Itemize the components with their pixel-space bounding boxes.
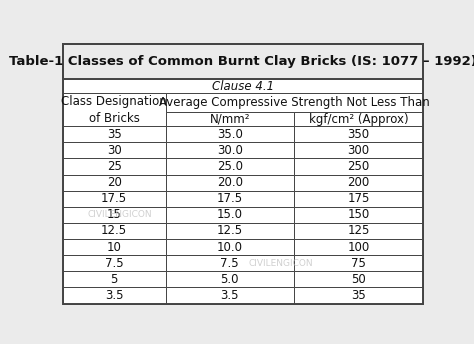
Text: N/mm²: N/mm² xyxy=(210,113,250,126)
Text: 17.5: 17.5 xyxy=(101,192,128,205)
Bar xyxy=(63,223,165,239)
Text: CIVILENGICON: CIVILENGICON xyxy=(249,259,313,268)
Text: 150: 150 xyxy=(347,208,370,221)
Bar xyxy=(165,287,294,303)
Text: 12.5: 12.5 xyxy=(217,224,243,237)
Bar xyxy=(294,158,423,174)
Bar xyxy=(294,142,423,158)
Text: 3.5: 3.5 xyxy=(105,289,123,302)
Text: 10: 10 xyxy=(107,240,122,254)
Bar xyxy=(63,142,165,158)
Text: 5.0: 5.0 xyxy=(220,273,239,286)
Text: kgf/cm² (Approx): kgf/cm² (Approx) xyxy=(309,113,408,126)
Bar xyxy=(294,207,423,223)
Text: 250: 250 xyxy=(347,160,370,173)
Text: 50: 50 xyxy=(351,273,366,286)
Bar xyxy=(63,287,165,303)
Text: 100: 100 xyxy=(347,240,370,254)
Text: 75: 75 xyxy=(351,257,366,270)
Bar xyxy=(63,158,165,174)
Bar xyxy=(294,271,423,287)
Bar xyxy=(294,112,423,126)
Bar xyxy=(165,142,294,158)
Text: 25: 25 xyxy=(107,160,122,173)
Text: 15.0: 15.0 xyxy=(217,208,243,221)
Text: 35: 35 xyxy=(107,128,122,141)
Bar xyxy=(63,191,165,207)
Text: 35.0: 35.0 xyxy=(217,128,243,141)
Bar xyxy=(165,223,294,239)
Text: 20.0: 20.0 xyxy=(217,176,243,189)
Bar xyxy=(165,112,294,126)
Text: 350: 350 xyxy=(347,128,370,141)
Bar xyxy=(165,174,294,191)
Text: Class Designation
of Bricks: Class Designation of Bricks xyxy=(61,95,167,125)
Text: 25.0: 25.0 xyxy=(217,160,243,173)
Bar xyxy=(294,255,423,271)
Bar xyxy=(63,126,165,142)
Text: Clause 4.1: Clause 4.1 xyxy=(212,80,274,93)
Bar xyxy=(63,271,165,287)
Bar xyxy=(294,126,423,142)
Bar xyxy=(165,271,294,287)
Text: 5: 5 xyxy=(110,273,118,286)
Text: 30: 30 xyxy=(107,144,122,157)
Bar xyxy=(294,239,423,255)
Bar xyxy=(165,239,294,255)
Text: 175: 175 xyxy=(347,192,370,205)
Bar xyxy=(63,207,165,223)
Bar xyxy=(165,93,423,112)
Bar xyxy=(294,191,423,207)
Bar xyxy=(63,79,423,93)
Text: 15: 15 xyxy=(107,208,122,221)
Text: Average Compressive Strength Not Less Than: Average Compressive Strength Not Less Th… xyxy=(159,96,429,109)
Bar xyxy=(294,174,423,191)
Bar xyxy=(294,223,423,239)
Bar xyxy=(294,287,423,303)
Bar xyxy=(63,174,165,191)
Bar xyxy=(165,158,294,174)
Text: 200: 200 xyxy=(347,176,370,189)
Bar xyxy=(165,255,294,271)
Bar xyxy=(63,255,165,271)
Text: 300: 300 xyxy=(347,144,370,157)
Text: 12.5: 12.5 xyxy=(101,224,128,237)
Text: CIVILENGICON: CIVILENGICON xyxy=(87,210,152,219)
Text: 20: 20 xyxy=(107,176,122,189)
Text: 7.5: 7.5 xyxy=(220,257,239,270)
Bar xyxy=(165,126,294,142)
Text: 125: 125 xyxy=(347,224,370,237)
Text: 30.0: 30.0 xyxy=(217,144,243,157)
Text: 3.5: 3.5 xyxy=(220,289,239,302)
Bar xyxy=(63,239,165,255)
Bar xyxy=(165,207,294,223)
Text: 7.5: 7.5 xyxy=(105,257,124,270)
Bar xyxy=(63,44,423,79)
Bar xyxy=(63,93,165,126)
Text: 17.5: 17.5 xyxy=(217,192,243,205)
Bar xyxy=(165,191,294,207)
Text: 35: 35 xyxy=(351,289,366,302)
Text: Table-1 Classes of Common Burnt Clay Bricks (IS: 1077 – 1992): Table-1 Classes of Common Burnt Clay Bri… xyxy=(9,55,474,68)
Text: 10.0: 10.0 xyxy=(217,240,243,254)
